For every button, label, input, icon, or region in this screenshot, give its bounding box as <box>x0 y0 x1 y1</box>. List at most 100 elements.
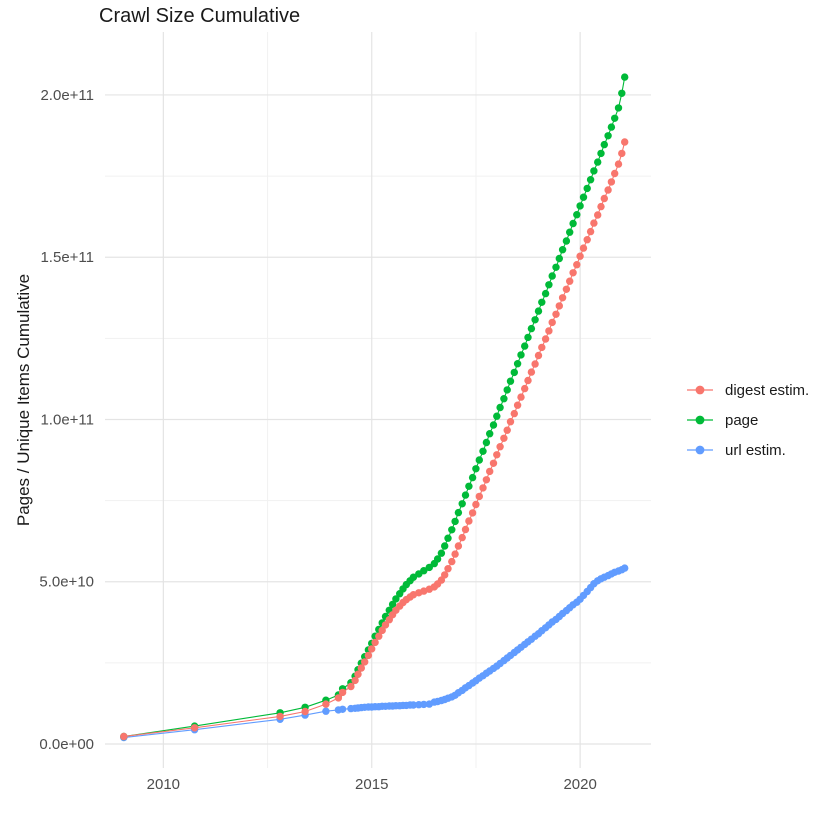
data-point <box>552 310 560 318</box>
data-point <box>409 573 418 581</box>
data-point <box>500 395 508 403</box>
data-point <box>604 186 612 194</box>
tick-label: 2.0e+11 <box>40 87 94 104</box>
series-url-estim <box>120 564 629 742</box>
data-point <box>489 421 498 429</box>
data-point <box>573 261 581 269</box>
data-point <box>594 211 602 219</box>
data-point <box>496 443 504 451</box>
data-point <box>479 484 487 492</box>
data-point <box>579 244 588 252</box>
series-line <box>123 567 625 739</box>
data-point <box>579 193 588 201</box>
tick-label: 1.0e+11 <box>40 411 94 428</box>
data-point <box>517 393 525 401</box>
data-point <box>364 651 373 660</box>
data-point <box>621 73 629 81</box>
data-point <box>357 664 365 672</box>
data-point <box>562 237 571 245</box>
legend-key-icon <box>687 385 713 395</box>
data-point <box>338 705 347 713</box>
data-point <box>276 712 284 721</box>
data-point <box>600 140 608 149</box>
data-point <box>465 517 473 525</box>
data-point <box>566 277 574 285</box>
data-point <box>541 289 550 298</box>
data-point <box>420 567 428 575</box>
data-point <box>555 302 563 310</box>
data-point <box>548 272 556 280</box>
data-point <box>409 701 418 709</box>
tick-label: 2010 <box>147 776 180 793</box>
data-point <box>611 114 619 123</box>
data-point <box>576 252 584 260</box>
data-point <box>392 595 400 603</box>
data-point <box>486 467 494 476</box>
data-point <box>451 550 459 558</box>
data-point <box>489 459 498 467</box>
grid-major <box>105 32 651 768</box>
data-point <box>475 492 483 501</box>
legend-item-digest-estim: digest estim. <box>686 381 809 399</box>
tick-label: 5.0e+10 <box>39 574 94 591</box>
data-point <box>524 376 532 385</box>
data-point <box>120 732 128 741</box>
data-point <box>558 294 567 302</box>
data-point <box>468 509 477 517</box>
data-point <box>472 465 480 473</box>
data-point <box>433 555 442 563</box>
data-point <box>486 430 494 438</box>
data-point <box>378 626 386 635</box>
data-point <box>573 211 581 219</box>
data-point <box>388 600 397 609</box>
tick-label: 1.5e+11 <box>40 249 94 266</box>
tick-label: 2020 <box>563 776 596 793</box>
data-point <box>583 184 591 193</box>
data-point <box>322 700 330 708</box>
data-point <box>531 360 539 368</box>
data-point <box>618 89 626 98</box>
data-point <box>465 482 473 490</box>
data-point <box>458 533 466 542</box>
data-point <box>451 517 459 526</box>
data-point <box>614 104 623 112</box>
data-point <box>597 202 605 211</box>
x-axis-tick-labels: 2010 2015 2020 <box>147 776 597 793</box>
data-point <box>441 542 449 550</box>
data-point <box>420 700 428 709</box>
data-point <box>521 384 529 393</box>
data-point <box>586 176 595 184</box>
tick-label: 2015 <box>355 776 388 793</box>
data-point <box>425 563 433 572</box>
data-point <box>510 368 518 377</box>
data-point <box>600 194 608 203</box>
data-point <box>569 269 577 277</box>
data-point <box>454 508 463 517</box>
data-point <box>351 676 359 685</box>
data-point <box>524 333 532 342</box>
data-point <box>611 169 619 178</box>
data-point <box>569 219 577 228</box>
data-point <box>368 645 376 653</box>
data-point <box>566 228 574 236</box>
data-point <box>493 451 501 459</box>
data-point <box>347 682 355 691</box>
legend-label: digest estim. <box>725 381 810 399</box>
data-point <box>545 281 553 289</box>
data-point <box>558 246 567 254</box>
data-point <box>590 167 598 175</box>
data-point <box>461 525 470 534</box>
data-point <box>521 342 529 350</box>
data-point <box>444 534 452 542</box>
data-point <box>506 418 515 426</box>
data-point <box>361 658 369 666</box>
data-point <box>538 298 546 306</box>
data-point <box>614 160 623 168</box>
data-point <box>555 254 563 263</box>
data-point <box>517 351 525 359</box>
legend-key-icon <box>687 415 713 425</box>
data-point <box>607 123 616 131</box>
data-point <box>594 158 602 166</box>
data-point <box>479 447 487 455</box>
